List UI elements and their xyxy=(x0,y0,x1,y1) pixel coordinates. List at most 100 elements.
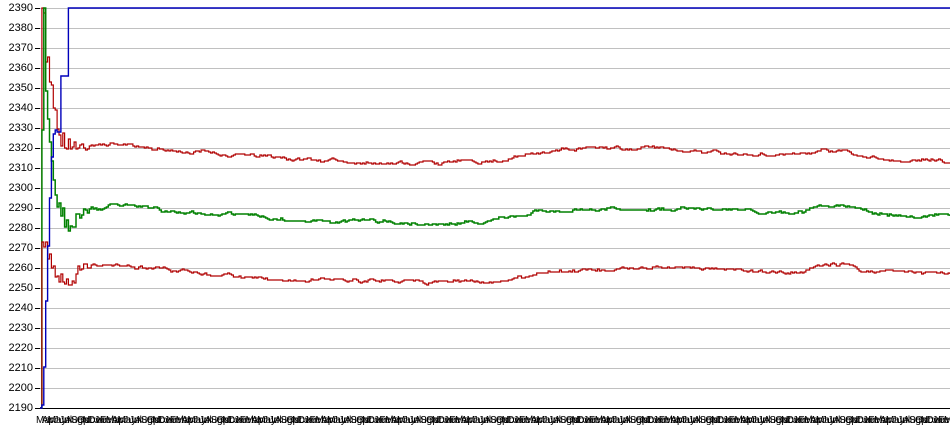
x-axis-tick-label: Apr xyxy=(321,415,337,426)
series-line-red-upper xyxy=(40,7,950,409)
x-axis-tick-label: Nov xyxy=(920,415,939,426)
y-axis-tick-label: 2220 xyxy=(8,341,33,354)
x-axis-tick-label: Jun xyxy=(193,415,210,426)
series-line-green-mid xyxy=(40,7,950,409)
x-axis-tick-label: May xyxy=(536,415,556,426)
x-axis-tick-label: Jun xyxy=(123,415,140,426)
x-axis-tick-label: May xyxy=(676,415,696,426)
x-axis-tick-label: Aug xyxy=(693,415,712,426)
x-axis-tick-label: Sep xyxy=(839,415,857,426)
x-axis-tick-label: Oct xyxy=(356,415,372,426)
x-axis-tick-label: Dec xyxy=(297,415,316,426)
x-axis-tick-label: Jul xyxy=(408,415,422,426)
x-axis-tick-label: Dec xyxy=(88,415,107,426)
x-axis-tick-label: Jul xyxy=(59,415,73,426)
series-line-red-lower xyxy=(40,241,950,409)
x-axis-tick-label: Oct xyxy=(76,415,93,426)
x-axis-tick-label: Oct xyxy=(216,415,232,426)
x-axis-tick-label: May xyxy=(746,415,765,426)
x-axis-tick-label: Jun xyxy=(472,415,489,426)
x-axis-tick-label: Mar xyxy=(874,415,892,426)
x-axis-tick-label: Apr xyxy=(41,415,58,426)
x-axis-tick-label: Jun xyxy=(542,415,559,426)
x-axis-tick-label: Jul xyxy=(129,415,142,426)
x-axis-tick-label: Jul xyxy=(757,415,771,426)
x-axis-tick-label: Jan xyxy=(583,415,600,426)
x-axis-tick-label: Aug xyxy=(623,415,642,426)
x-axis-tick-label: Feb xyxy=(938,415,950,426)
y-axis-tick-label: 2370 xyxy=(8,41,33,54)
y-axis-tick-label: 2260 xyxy=(8,261,33,274)
x-axis-tick-label: Feb xyxy=(588,415,607,426)
x-axis-tick-label: Dec xyxy=(856,415,875,426)
x-axis-tick-label: Sep xyxy=(210,415,229,426)
x-axis-tick-label: May xyxy=(117,415,137,426)
x-axis-tick-label: May xyxy=(327,415,346,426)
x-axis-tick-label: Mar xyxy=(804,415,822,426)
x-axis-tick-label: Apr xyxy=(879,415,896,426)
x-axis-tick-label: Dec xyxy=(228,415,246,426)
x-axis-tick-label: Mar xyxy=(105,415,124,426)
y-axis-tick-label: 2270 xyxy=(8,241,33,254)
x-axis-tick-label: Sep xyxy=(699,415,718,426)
x-axis-tick-label: Sep xyxy=(559,415,578,426)
x-axis-tick-label: Mar xyxy=(385,415,403,426)
x-axis-tick-label: Sep xyxy=(489,415,508,426)
x-axis-tick-label: Mar xyxy=(36,415,54,426)
x-axis-tick-label: Oct xyxy=(495,415,512,426)
x-axis-tick-label: Apr xyxy=(740,415,756,426)
x-axis-tick-label: May xyxy=(815,415,835,426)
x-axis-tick-label: Jan xyxy=(303,415,320,426)
x-axis-tick-label: Feb xyxy=(379,415,397,426)
x-axis-tick-label: Dec xyxy=(367,415,386,426)
x-axis-tick-label: Dec xyxy=(437,415,456,426)
y-axis-tick-label: 2310 xyxy=(8,161,33,174)
x-axis-tick-label: May xyxy=(885,415,905,426)
x-axis-tick-label: Dec xyxy=(786,415,805,426)
y-axis-tick-label: 2390 xyxy=(8,1,33,14)
x-axis-tick-label: Mar xyxy=(664,415,682,426)
x-axis-tick-label: Nov xyxy=(222,415,241,426)
x-axis-tick-label: Nov xyxy=(82,415,101,426)
x-axis-tick-label: Oct xyxy=(286,415,302,426)
y-axis-tick-label: 2290 xyxy=(8,201,33,214)
x-axis-tick-label: Apr xyxy=(391,415,407,426)
x-axis-tick-label: Oct xyxy=(635,415,652,426)
x-axis-tick-label: Mar xyxy=(245,415,263,426)
x-axis-tick-label: Mar xyxy=(943,415,950,426)
x-axis-tick-label: Jan xyxy=(443,415,460,426)
x-axis-tick-label: Mar xyxy=(175,415,193,426)
x-axis-tick-label: Jul xyxy=(478,415,492,426)
x-axis-tick-label: Feb xyxy=(728,415,746,426)
x-axis-tick-label: Sep xyxy=(280,415,299,426)
x-axis-tick-label: Oct xyxy=(705,415,721,426)
x-axis-tick-label: Jan xyxy=(513,415,530,426)
x-axis-tick-label: Sep xyxy=(420,415,438,426)
y-axis-tick-label: 2350 xyxy=(8,81,33,94)
x-axis-tick-label: Jan xyxy=(652,415,670,426)
x-axis-tick-label: Aug xyxy=(65,415,83,426)
x-axis-tick-label: Oct xyxy=(146,415,163,426)
y-axis-tick-label: 2330 xyxy=(8,121,33,134)
x-axis-tick-label: Mar xyxy=(524,415,543,426)
x-axis-tick-label: Jun xyxy=(53,415,70,426)
x-axis-tick-label: Jul xyxy=(548,415,561,426)
x-axis-tick-label: Aug xyxy=(344,415,363,426)
y-axis-tick-label: 2250 xyxy=(8,281,33,294)
x-axis-tick-label: Mar xyxy=(594,415,612,426)
x-axis-tick-label: Jun xyxy=(332,415,349,426)
x-axis-tick-label: May xyxy=(606,415,626,426)
x-axis-tick-label: Jul xyxy=(618,415,631,426)
x-axis-tick-label: Jun xyxy=(682,415,699,426)
x-axis-tick-label: Aug xyxy=(414,415,433,426)
x-axis-tick-label: Aug xyxy=(134,415,153,426)
x-axis-tick-label: Mar xyxy=(315,415,333,426)
x-axis-tick-label: Jul xyxy=(687,415,701,426)
x-axis-tick-label: Jul xyxy=(268,415,282,426)
x-axis-tick-label: Jan xyxy=(233,415,250,426)
x-axis-tick-label: Feb xyxy=(309,415,327,426)
x-axis-tick-label: Nov xyxy=(850,415,869,426)
x-axis-tick-label: Apr xyxy=(670,415,686,426)
x-axis-tick-label: Nov xyxy=(431,415,450,426)
x-axis-tick-label: Oct xyxy=(775,415,791,426)
